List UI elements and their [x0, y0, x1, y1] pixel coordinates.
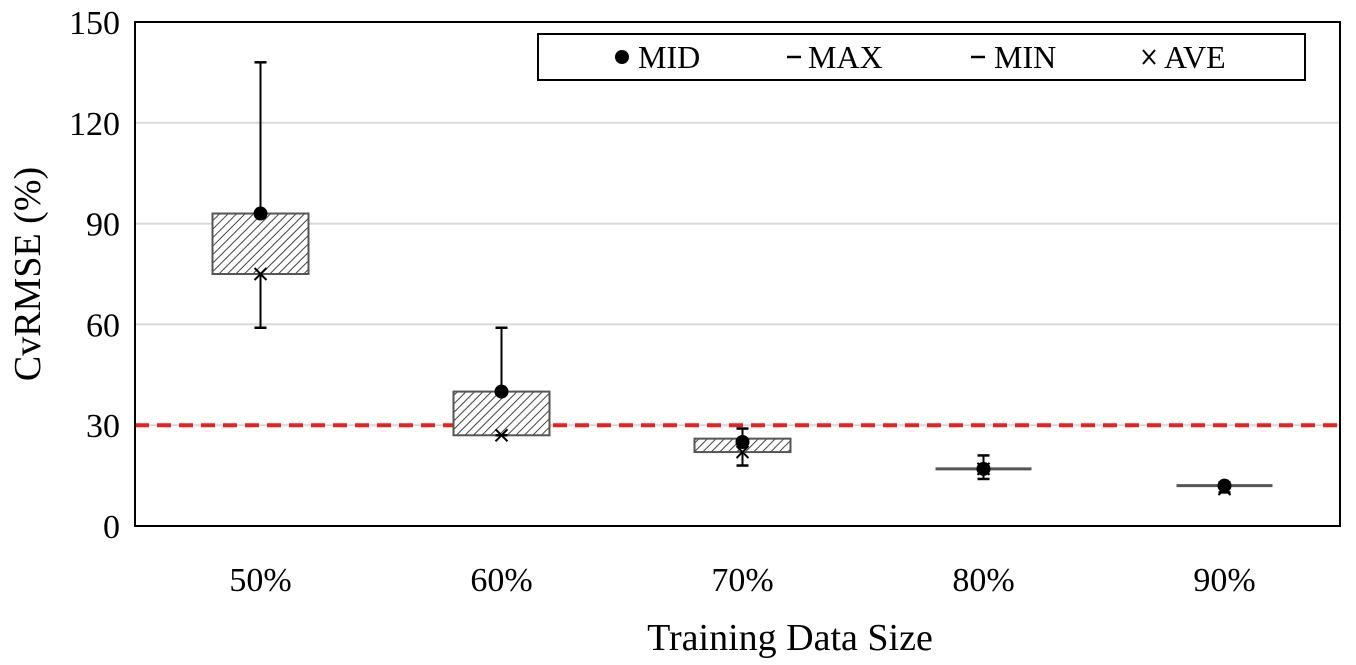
legend-label-max: MAX [808, 39, 883, 75]
series [211, 61, 1273, 496]
box-group [693, 427, 792, 467]
ave-marker [494, 428, 509, 442]
legend: MID MAX MIN AVE [537, 33, 1306, 81]
y-tick-label: 30 [86, 408, 120, 445]
mid-marker [1217, 478, 1232, 493]
gridlines [135, 121, 1340, 427]
x-tick-label: 90% [1193, 562, 1255, 599]
box [452, 390, 551, 437]
mid-marker [494, 384, 509, 399]
y-tick-label: 90 [86, 207, 120, 244]
plot-area-border [134, 21, 1341, 527]
ave-stroke [735, 445, 750, 459]
ave-marker [735, 445, 750, 459]
mid-marker [976, 461, 991, 476]
x-axis-title: Training Data Size [647, 617, 933, 659]
box-group [935, 454, 1032, 481]
box-group [211, 61, 310, 330]
y-axis-title: CvRMSE (%) [7, 167, 49, 381]
x-tick-label: 50% [229, 562, 291, 599]
box-group [452, 326, 551, 442]
x-tick-label: 80% [952, 562, 1014, 599]
mid-marker [253, 206, 268, 221]
legend-box [537, 33, 1306, 81]
ave-stroke [494, 428, 509, 442]
legend-label-mid: MID [638, 39, 700, 75]
y-tick-label: 150 [69, 5, 120, 42]
mid-marker [735, 435, 750, 449]
box [211, 212, 310, 276]
y-tick-label: 120 [69, 106, 120, 143]
x-tick-label: 60% [470, 562, 532, 599]
y-tick-label: 60 [86, 307, 120, 344]
ave-marker [253, 267, 268, 281]
x-axis-ticks: 50% 60% 70% 80% 90% [229, 562, 1255, 599]
x-tick-label: 70% [711, 562, 773, 599]
y-tick-label: 0 [103, 509, 120, 546]
legend-label-min: MIN [994, 39, 1056, 75]
legend-label-ave: AVE [1164, 39, 1226, 75]
ave-stroke [253, 267, 268, 281]
legend-marker-ave [1142, 49, 1156, 65]
box-group [1176, 478, 1273, 496]
legend-marker-mid [615, 50, 629, 64]
y-axis-ticks: 0 30 60 90 120 150 [69, 5, 120, 546]
